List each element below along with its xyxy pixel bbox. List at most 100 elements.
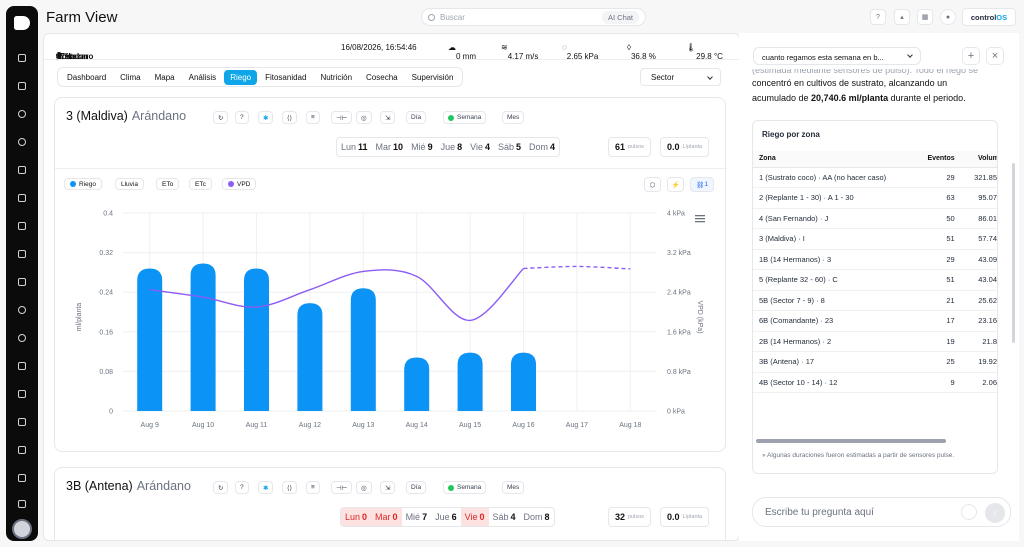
vertical-scrollbar[interactable] xyxy=(1012,163,1015,343)
y2-tick-label: 2.4 kPa xyxy=(667,290,691,297)
help-button[interactable]: ? xyxy=(235,111,249,124)
sync-icon[interactable] xyxy=(6,132,38,152)
horizontal-scrollbar[interactable] xyxy=(756,439,946,443)
link-count-button[interactable]: ⛓ 1 xyxy=(690,177,714,192)
range-month-button[interactable]: Mes xyxy=(502,481,525,494)
riego-bar[interactable] xyxy=(137,268,163,411)
target-icon[interactable]: ◎ xyxy=(356,481,372,494)
app-logo[interactable] xyxy=(14,16,30,30)
spiral-icon[interactable] xyxy=(6,300,38,320)
help-button[interactable]: ? xyxy=(235,481,249,494)
attach-icon[interactable] xyxy=(961,504,977,520)
riego-bar[interactable] xyxy=(190,263,216,411)
export-icon[interactable]: ⇲ xyxy=(380,481,396,494)
legend-vpd-label: VPD xyxy=(237,180,251,188)
send-button[interactable]: ↑ xyxy=(985,503,1005,523)
range-week-button[interactable]: Semana xyxy=(443,111,487,124)
tab-clima[interactable]: Clima xyxy=(120,72,141,82)
user-icon[interactable] xyxy=(6,104,38,124)
status-icon[interactable]: ● xyxy=(940,9,956,25)
range-day-button[interactable]: Día xyxy=(406,111,427,124)
tab-dashboard[interactable]: Dashboard xyxy=(67,72,107,82)
plant-icon[interactable] xyxy=(6,188,38,208)
clipboard-icon[interactable] xyxy=(6,494,38,514)
warehouse-icon[interactable] xyxy=(6,216,38,236)
refresh-icon[interactable]: ↻ xyxy=(213,481,229,494)
folder-icon[interactable] xyxy=(6,440,38,460)
code-icon[interactable]: ⟨⟩ xyxy=(282,111,298,124)
close-chat-button[interactable]: × xyxy=(986,47,1004,65)
conversation-select[interactable]: cuanto regamos esta semana en b... xyxy=(753,47,921,65)
legend-riego[interactable]: Riego xyxy=(64,178,102,190)
tab-supervision[interactable]: Supervisión xyxy=(411,72,454,82)
network-icon[interactable] xyxy=(6,356,38,376)
code-icon[interactable]: ⟨⟩ xyxy=(282,481,298,494)
bell-icon[interactable]: ▴ xyxy=(894,9,910,25)
home-icon[interactable] xyxy=(6,48,38,68)
cart-icon[interactable] xyxy=(6,244,38,264)
y2-tick-label: 0.8 kPa xyxy=(667,369,691,376)
riego-bar[interactable] xyxy=(404,357,430,411)
weekday-count: 0 xyxy=(392,512,398,522)
sidebar xyxy=(6,6,38,541)
search-input[interactable]: Buscar AI Chat xyxy=(421,8,646,26)
weekday-label: Mié xyxy=(411,142,426,152)
tab-analisis[interactable]: Análisis xyxy=(188,72,217,82)
weekday-dom: Dom 4 xyxy=(525,138,559,156)
export-icon[interactable]: ⇲ xyxy=(380,111,396,124)
legend-etc[interactable]: ETc xyxy=(189,178,212,190)
cell-eventos: 9 xyxy=(915,372,961,393)
legend-lluvia[interactable]: Lluvia xyxy=(115,178,144,190)
y-tick-label: 0.08 xyxy=(99,369,113,376)
bolt-icon[interactable]: ⚡ xyxy=(667,177,684,192)
new-chat-button[interactable]: + xyxy=(962,47,980,65)
range-month-button[interactable]: Mes xyxy=(502,111,525,124)
box-icon[interactable] xyxy=(6,160,38,180)
avatar[interactable] xyxy=(12,519,32,539)
riego-bar[interactable] xyxy=(457,352,483,411)
legend-vpd[interactable]: VPD xyxy=(222,178,257,190)
list-icon[interactable]: ≡ xyxy=(306,481,320,494)
ai-chat-button[interactable]: AI Chat xyxy=(601,10,639,24)
split-icon[interactable]: ⊣⊢ xyxy=(331,481,353,494)
range-day-button[interactable]: Día xyxy=(406,481,427,494)
sector-select[interactable]: Sector xyxy=(640,68,721,86)
tab-mapa[interactable]: Mapa xyxy=(154,72,175,82)
calendar-icon[interactable] xyxy=(6,272,38,292)
brand-menu[interactable]: control OS xyxy=(962,8,1016,26)
column-eventos: Eventos xyxy=(915,151,961,168)
riego-bar[interactable] xyxy=(244,268,269,411)
riego-bar[interactable] xyxy=(350,288,376,411)
tab-nutricion[interactable]: Nutrición xyxy=(320,72,353,82)
refresh-icon[interactable]: ↻ xyxy=(213,111,229,124)
document-icon[interactable] xyxy=(6,412,38,432)
legend-eto[interactable]: ETo xyxy=(156,178,180,190)
weekday-label: Mié xyxy=(405,512,421,522)
tab-cosecha[interactable]: Cosecha xyxy=(366,72,398,82)
chat-icon[interactable] xyxy=(6,76,38,96)
riego-bar[interactable] xyxy=(511,352,536,411)
tab-fitosanidad[interactable]: Fitosanidad xyxy=(265,72,307,82)
grid-icon[interactable]: ▦ xyxy=(917,9,933,25)
truck-icon[interactable] xyxy=(6,384,38,404)
pulses-unit: pulsos xyxy=(628,144,644,150)
list-icon[interactable]: ≡ xyxy=(306,111,320,124)
snowflake-icon[interactable]: ✱ xyxy=(258,481,274,494)
riego-bar[interactable] xyxy=(297,303,323,411)
cell-zona: 4 (San Fernando) · J xyxy=(753,208,915,229)
rain-reading: ☁ 0 mm xyxy=(448,43,476,61)
snowflake-icon[interactable]: ✱ xyxy=(258,111,274,124)
tab-riego[interactable]: Riego xyxy=(224,69,258,85)
selected-indicator xyxy=(448,114,454,121)
range-week-button[interactable]: Semana xyxy=(443,481,487,494)
file-icon[interactable] xyxy=(6,468,38,488)
target-icon[interactable]: ◎ xyxy=(356,111,372,124)
dollar-icon[interactable] xyxy=(6,328,38,348)
split-icon[interactable]: ⊣⊢ xyxy=(331,111,353,124)
chart-menu-icon[interactable] xyxy=(695,215,705,223)
chat-input[interactable]: Escribe tu pregunta aquí ↑ xyxy=(752,497,1011,527)
cell-volumen: 25.62 ml xyxy=(960,290,997,311)
cube-icon[interactable]: ⬡ xyxy=(644,177,661,192)
help-button[interactable]: ? xyxy=(870,9,886,25)
